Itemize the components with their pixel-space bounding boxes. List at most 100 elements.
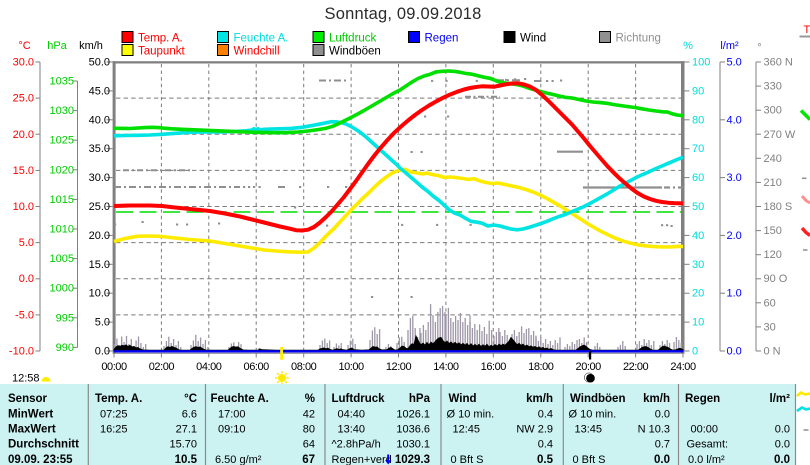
svg-text:10: 10: [692, 317, 704, 329]
svg-text:Ø 10 min.: Ø 10 min.: [569, 409, 617, 421]
svg-text:30.0: 30.0: [89, 172, 110, 184]
svg-text:09:10: 09:10: [218, 424, 246, 436]
svg-text:10.0: 10.0: [89, 288, 110, 300]
svg-text:12:00: 12:00: [386, 361, 412, 373]
svg-text:%: %: [305, 393, 315, 405]
svg-text:990: 990: [56, 342, 74, 354]
svg-text:27.1: 27.1: [176, 424, 197, 436]
svg-text:67: 67: [302, 454, 315, 465]
svg-text:MaxWert: MaxWert: [8, 424, 56, 436]
svg-text:0.0: 0.0: [774, 454, 790, 465]
svg-text:80: 80: [692, 114, 704, 126]
svg-text:l/m²: l/m²: [720, 40, 739, 52]
svg-text:20: 20: [692, 288, 704, 300]
svg-text:17:00: 17:00: [218, 409, 246, 421]
svg-text:3.0: 3.0: [727, 172, 742, 184]
svg-text:°C: °C: [184, 393, 197, 405]
svg-text:0.0: 0.0: [727, 346, 742, 358]
svg-text:07:25: 07:25: [100, 409, 128, 421]
svg-text:Sonntag, 09.09.2018: Sonntag, 09.09.2018: [324, 5, 481, 23]
svg-text:10.5: 10.5: [175, 454, 198, 465]
svg-text:Windböen: Windböen: [570, 393, 625, 405]
svg-text:50.0: 50.0: [89, 57, 110, 69]
svg-text:60: 60: [764, 297, 776, 309]
svg-text:Sensor: Sensor: [8, 393, 48, 405]
svg-text:1026.1: 1026.1: [396, 409, 430, 421]
svg-text:120: 120: [764, 249, 782, 261]
svg-text:0 Bft S: 0 Bft S: [451, 454, 484, 465]
svg-text:1035: 1035: [50, 76, 74, 88]
svg-text:MinWert: MinWert: [8, 409, 53, 421]
svg-text:0.5: 0.5: [537, 454, 554, 465]
svg-text:360 N: 360 N: [764, 57, 793, 69]
svg-text:Wind: Wind: [520, 33, 546, 45]
svg-text:300: 300: [764, 105, 782, 117]
svg-text:20.0: 20.0: [89, 230, 110, 242]
svg-text:12:58: 12:58: [12, 373, 40, 385]
svg-text:180 S: 180 S: [764, 201, 793, 213]
svg-text:T: T: [804, 24, 810, 36]
svg-text:0.0: 0.0: [775, 424, 790, 436]
svg-text:30: 30: [764, 321, 776, 333]
svg-text:0.0: 0.0: [19, 273, 34, 285]
svg-text:08:00: 08:00: [291, 361, 317, 373]
svg-text:hPa: hPa: [409, 393, 431, 405]
svg-text:22:00: 22:00: [623, 361, 649, 373]
svg-text:Richtung: Richtung: [616, 33, 661, 45]
svg-text:15.0: 15.0: [13, 165, 34, 177]
svg-text:5.0: 5.0: [95, 317, 110, 329]
svg-text:0 N: 0 N: [764, 346, 781, 358]
svg-text:°: °: [757, 42, 761, 54]
svg-text:64: 64: [303, 439, 315, 451]
svg-text:Wind: Wind: [449, 393, 477, 405]
svg-text:Windböen: Windböen: [329, 46, 381, 58]
svg-text:km/h: km/h: [526, 393, 553, 405]
svg-text:80: 80: [303, 424, 315, 436]
svg-text:0.0 l/m²: 0.0 l/m²: [688, 454, 725, 465]
svg-text:0.4: 0.4: [538, 439, 553, 451]
svg-text:20:00: 20:00: [576, 361, 602, 373]
svg-text:Temp. A.: Temp. A.: [95, 393, 142, 405]
svg-text:04:40: 04:40: [338, 409, 366, 421]
svg-text:-5.0: -5.0: [15, 309, 34, 321]
svg-text:hPa: hPa: [47, 40, 67, 52]
svg-text:30: 30: [692, 259, 704, 271]
svg-text:270 W: 270 W: [764, 129, 796, 141]
svg-text:150: 150: [764, 225, 782, 237]
svg-text:30.0: 30.0: [13, 57, 34, 69]
svg-text:1030: 1030: [50, 105, 74, 117]
svg-text:0.0: 0.0: [655, 409, 670, 421]
svg-text:4.0: 4.0: [727, 114, 742, 126]
svg-text:90 O: 90 O: [764, 273, 788, 285]
svg-text:Luftdruck: Luftdruck: [332, 393, 386, 405]
svg-text:0.7: 0.7: [655, 439, 670, 451]
svg-text:0.0: 0.0: [654, 454, 670, 465]
svg-text:5.0: 5.0: [19, 237, 34, 249]
svg-text:0: 0: [692, 346, 698, 358]
svg-text:00:00: 00:00: [101, 361, 127, 373]
svg-text:Durchschnitt: Durchschnitt: [8, 439, 79, 451]
svg-text:09.09. 23:55: 09.09. 23:55: [8, 454, 73, 465]
svg-text:35.0: 35.0: [89, 143, 110, 155]
svg-text:5.0: 5.0: [727, 57, 742, 69]
svg-text:24:00: 24:00: [670, 361, 696, 373]
svg-text:l/m²: l/m²: [770, 393, 791, 405]
svg-text:6.6: 6.6: [182, 409, 197, 421]
svg-text:0.4: 0.4: [538, 409, 553, 421]
svg-text:16:25: 16:25: [100, 424, 128, 436]
svg-text:240: 240: [764, 153, 782, 165]
svg-text:13:45: 13:45: [575, 424, 603, 436]
svg-text:1030.1: 1030.1: [396, 439, 430, 451]
svg-text:1036.6: 1036.6: [396, 424, 430, 436]
svg-text:25.0: 25.0: [89, 201, 110, 213]
svg-text:0 Bft S: 0 Bft S: [573, 454, 606, 465]
svg-text:1029.3: 1029.3: [395, 454, 430, 465]
svg-text:06:00: 06:00: [244, 361, 270, 373]
svg-text:1020: 1020: [50, 164, 74, 176]
svg-text:Luftdruck: Luftdruck: [329, 33, 377, 45]
svg-text:2.0: 2.0: [727, 230, 742, 242]
svg-text:14:00: 14:00: [433, 361, 459, 373]
svg-text:210: 210: [764, 177, 782, 189]
svg-text:Regen: Regen: [425, 33, 459, 45]
svg-text:Regen+verd: Regen+verd: [332, 454, 392, 465]
